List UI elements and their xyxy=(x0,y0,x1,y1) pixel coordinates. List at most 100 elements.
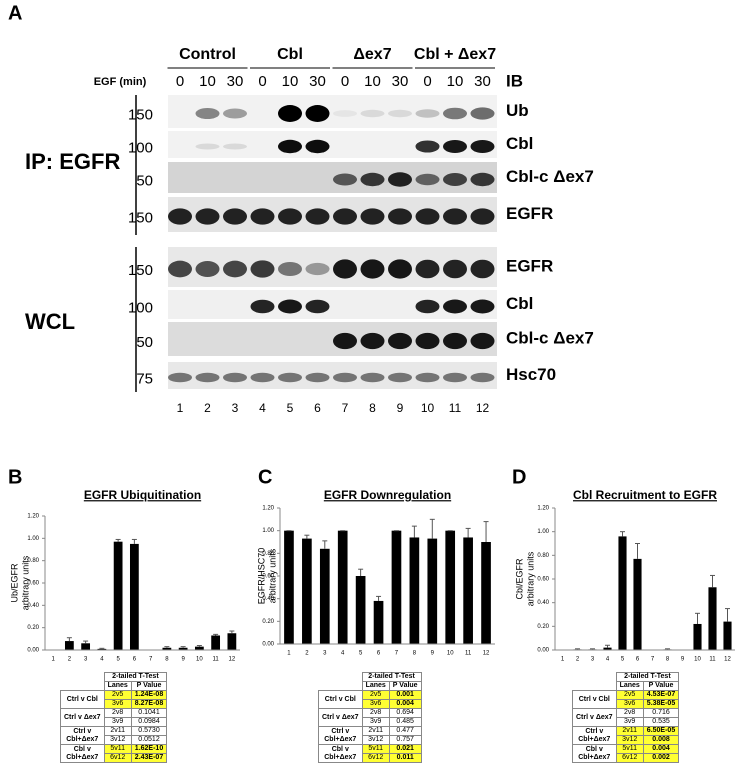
table-cell: 3v12 xyxy=(361,735,390,745)
bar xyxy=(337,530,348,644)
blot-strip xyxy=(168,247,497,287)
x-tick-label: 6 xyxy=(636,657,640,663)
blot-strip xyxy=(168,290,497,319)
blot-band xyxy=(360,109,385,118)
blot-band xyxy=(388,332,412,350)
group-label: Ctrl v Δex7 xyxy=(576,713,613,721)
table-cell: 2v8 xyxy=(103,708,132,718)
bar xyxy=(708,587,717,650)
blot-band xyxy=(278,139,302,154)
table-cell: 2v5 xyxy=(103,690,132,700)
table-row: 6v12 0.002 xyxy=(573,753,680,763)
y-tick-label: 0.80 xyxy=(27,558,39,564)
y-tick-label: 0.20 xyxy=(27,625,39,631)
table-cell: 4.53E-07 xyxy=(642,690,680,700)
x-tick-label: 9 xyxy=(181,657,185,663)
blot-band xyxy=(470,299,495,314)
panel-letter: A xyxy=(8,2,22,24)
time-label: 30 xyxy=(309,73,326,90)
x-tick-label: 6 xyxy=(377,651,381,657)
table-row: Ctrl v Cbl 2v5 4.53E-07 xyxy=(572,690,680,709)
blot-band xyxy=(443,140,467,153)
table-cell: 3v9 xyxy=(361,717,390,727)
blot-band xyxy=(195,143,220,150)
group-label: Ctrl v Cbl xyxy=(578,695,610,703)
blot-band xyxy=(470,107,495,120)
lane-number: 7 xyxy=(342,401,349,415)
table-cell: 1.62E-10 xyxy=(130,744,168,754)
blot-band xyxy=(333,173,357,186)
table-cell: Lanes xyxy=(361,681,390,691)
mw-label: 150 xyxy=(128,209,153,226)
blot-band xyxy=(195,208,220,225)
table-cell: 0.5730 xyxy=(130,726,168,736)
table-row: Lanes P Value xyxy=(319,681,422,691)
blot-band xyxy=(415,299,440,314)
bar xyxy=(723,621,732,650)
x-tick-label: 11 xyxy=(465,651,472,657)
ib-label: EGFR xyxy=(506,256,553,275)
ib-label: Cbl-c Δex7 xyxy=(506,328,594,347)
table-cell: 3v12 xyxy=(615,735,644,745)
ib-label: Cbl-c Δex7 xyxy=(506,167,594,186)
blot-band xyxy=(415,109,440,118)
y-tick-label: 0.80 xyxy=(262,551,274,557)
x-tick-label: 11 xyxy=(213,657,220,663)
y-tick-label: 1.00 xyxy=(262,528,274,534)
table-row: Cbl v Cbl+Δex7 5v11 1.62E-10 xyxy=(60,744,168,763)
bar xyxy=(409,537,420,644)
table-row: 2-tailed T-Test xyxy=(61,672,168,682)
x-tick-label: 8 xyxy=(165,657,169,663)
y-tick-label: 1.20 xyxy=(262,506,274,512)
time-label: 10 xyxy=(447,73,464,90)
table-cell: 3v6 xyxy=(103,699,132,709)
bar xyxy=(64,641,74,650)
section-label: IP: EGFR xyxy=(25,149,120,174)
table-cell: 8.27E-08 xyxy=(130,699,168,709)
t-test-table: 2-tailed T-Test Lanes P Value Ctrl v Cbl 2v5… xyxy=(572,672,680,763)
table-cell: 3v12 xyxy=(103,735,132,745)
x-tick-label: 12 xyxy=(229,657,236,663)
blot-band xyxy=(415,259,440,279)
y-tick-label: 0.00 xyxy=(537,648,549,654)
blot-band xyxy=(223,143,247,150)
table-cell: 3v6 xyxy=(361,699,390,709)
table-cell: 2v8 xyxy=(361,708,390,718)
table-cell: 0.002 xyxy=(642,753,680,763)
table-cell: 2v8 xyxy=(615,708,644,718)
blot-band xyxy=(223,260,247,278)
blot-band xyxy=(443,259,467,279)
mw-label: 100 xyxy=(128,139,153,156)
t-test-table: 2-tailed T-Test Lanes P Value Ctrl v Cbl 2v5… xyxy=(318,672,422,763)
table-cell: 2.43E-07 xyxy=(130,753,168,763)
table-cell xyxy=(319,682,363,691)
group-label: Cbl+Δex7 xyxy=(578,753,611,761)
chart-title: Cbl Recruitment to EGFR xyxy=(573,488,717,502)
blot-band xyxy=(305,105,330,122)
blot-band xyxy=(168,372,192,383)
table-cell: 2v5 xyxy=(615,690,644,700)
lane-number: 9 xyxy=(397,401,404,415)
blot-band xyxy=(223,208,247,225)
bar xyxy=(618,536,627,650)
group-label: Cbl+Δex7 xyxy=(66,753,99,761)
time-label: 30 xyxy=(392,73,409,90)
table-cell: 0.757 xyxy=(388,735,422,745)
blot-band xyxy=(388,172,412,187)
blot-band xyxy=(168,208,192,225)
table-cell: Ctrl v Δex7 xyxy=(60,708,105,727)
group-label: Cbl+Δex7 xyxy=(324,735,357,743)
blot-band xyxy=(443,208,467,225)
table-cell: 6v12 xyxy=(103,753,132,763)
x-tick-label: 12 xyxy=(483,651,490,657)
mw-label: 100 xyxy=(128,299,153,316)
bar xyxy=(427,538,438,644)
table-cell: 2v5 xyxy=(361,690,390,700)
blot-band xyxy=(195,372,220,383)
table-cell: Ctrl v Δex7 xyxy=(572,708,617,727)
table-cell: 0.535 xyxy=(642,717,680,727)
group-label: Ctrl v xyxy=(585,727,604,735)
x-tick-label: 8 xyxy=(666,657,670,663)
table-row: Ctrl v Δex7 2v8 0.716 xyxy=(572,708,680,727)
